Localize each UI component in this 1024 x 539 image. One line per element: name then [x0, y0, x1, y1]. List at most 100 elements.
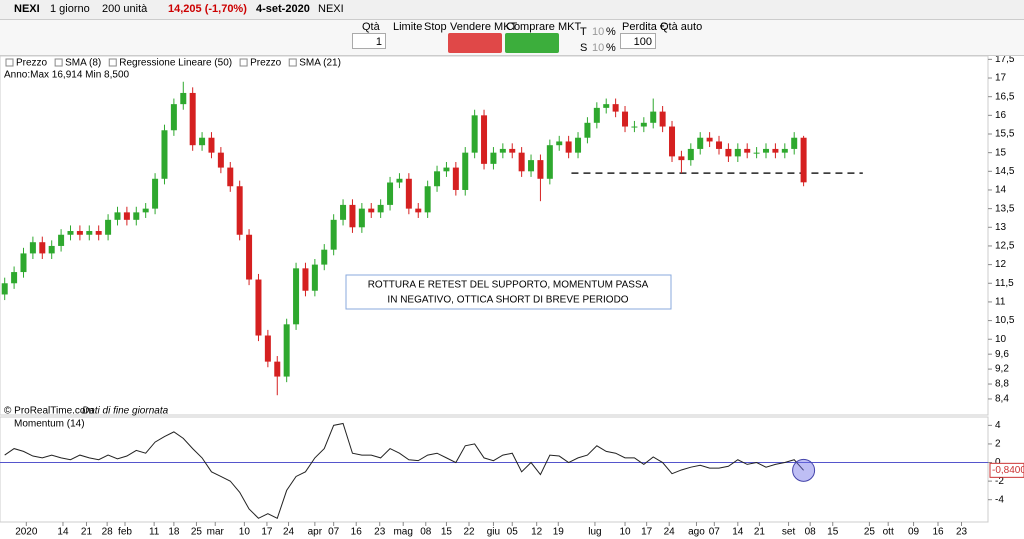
info: Anno:Max 16,914 Min 8,500	[4, 70, 130, 81]
candle-body	[199, 137, 206, 146]
candle-body	[678, 156, 685, 161]
candle-body	[161, 130, 168, 179]
x-tick-label: mar	[207, 527, 225, 538]
candle-body	[11, 272, 18, 284]
stop[interactable]: Stop	[424, 21, 447, 33]
candle-body	[67, 231, 74, 235]
x-tick-label: set	[782, 527, 796, 538]
name: NEXI	[318, 3, 344, 15]
candle-body	[283, 324, 290, 377]
y-tick-label: 9,2	[995, 364, 1009, 375]
symbol[interactable]: NEXI	[14, 3, 40, 15]
t-label: T	[580, 26, 587, 38]
candle-body	[39, 242, 46, 254]
x-tick-label: 17	[641, 527, 653, 538]
x-tick-label: 10	[619, 527, 631, 538]
candle-body	[217, 152, 224, 168]
y-tick-label: 16	[995, 110, 1007, 121]
candle-body	[725, 148, 732, 157]
t-value[interactable]: 10	[592, 26, 605, 38]
candle-body	[443, 167, 450, 172]
x-tick-label: 19	[553, 527, 565, 538]
candle-body	[593, 107, 600, 123]
y-tick-label: 11,5	[995, 278, 1014, 289]
y-tick-label: 14	[995, 185, 1007, 196]
y-tick-label: 12,5	[995, 241, 1015, 252]
sell-button[interactable]	[448, 33, 502, 53]
candle-body	[321, 249, 328, 265]
legend-box	[5, 58, 14, 67]
candle-body	[509, 148, 516, 153]
x-tick-label: 18	[168, 527, 180, 538]
units[interactable]: 200 unità	[102, 3, 148, 15]
candle-body	[20, 253, 27, 273]
y-tick-label: 11	[995, 297, 1006, 308]
qty-input[interactable]: 1	[352, 33, 386, 49]
candle-body	[255, 279, 262, 336]
candle-body	[640, 122, 647, 127]
momentum-line	[4, 422, 804, 519]
y-tick-label: 17,5	[995, 56, 1015, 65]
buy-label: Comprare MKT	[506, 21, 582, 33]
momentum-title: Momentum (14)	[14, 419, 85, 430]
y-tick-label: 4	[995, 420, 1001, 431]
credit-note: Dati di fine giornata	[82, 406, 169, 417]
last-box	[989, 462, 1024, 478]
x-tick-label: 16	[932, 527, 944, 538]
candle-body	[481, 115, 488, 164]
x-tick-label: 28	[102, 527, 114, 538]
candle-body	[753, 152, 760, 154]
y-tick-label: 13	[995, 222, 1007, 233]
x-tick-label: 15	[441, 527, 453, 538]
legend-box	[108, 58, 117, 67]
candle-body	[377, 204, 384, 213]
candle-body	[105, 219, 112, 235]
y-tick-label: 15,5	[995, 129, 1015, 140]
toolbar: NEXI 1 giorno 200 unità 14,205 (-1,70%) …	[0, 0, 1024, 20]
x-tick-label: 22	[463, 527, 475, 538]
x-tick-label: 05	[507, 527, 519, 538]
candle-body	[133, 212, 140, 220]
x-tick-label: feb	[118, 527, 132, 538]
x-tick-label: 25	[191, 527, 203, 538]
auto-qty[interactable]: Qtà auto	[660, 21, 703, 33]
y-tick-label: 8,8	[995, 379, 1009, 390]
order-panel: Qtà 1 Limite Stop Vendere MKT Comprare M…	[0, 20, 1024, 56]
x-tick-label: 12	[531, 527, 543, 538]
x-tick-label: apr	[308, 527, 323, 538]
price-panel	[0, 56, 989, 416]
candle-body	[142, 208, 149, 213]
candle-body	[716, 141, 723, 149]
x-tick-label: 07	[709, 527, 721, 538]
x-tick-label: 08	[805, 527, 817, 538]
y-tick-label: 2	[995, 439, 1001, 450]
x-tick-label: 09	[908, 527, 920, 538]
x-tick-label: 21	[81, 527, 93, 538]
candle-body	[405, 178, 412, 209]
x-tick-label: 25	[864, 527, 876, 538]
candle-body	[471, 115, 478, 153]
candle-body	[706, 137, 713, 142]
y-tick-label: 17	[995, 73, 1007, 84]
legend-box	[239, 58, 248, 67]
x-tick-label: 23	[956, 527, 968, 538]
candle-body	[528, 160, 535, 172]
loss-input[interactable]: 100	[620, 33, 656, 49]
candle-body	[650, 111, 657, 123]
buy-button[interactable]	[505, 33, 559, 53]
x-tick-label: 10	[239, 527, 251, 538]
candle-body	[734, 148, 741, 157]
candle-body	[499, 148, 506, 153]
momentum-panel	[0, 416, 989, 523]
x-tick-label: 14	[57, 527, 69, 538]
date: 4-set-2020	[256, 3, 310, 15]
candle-body	[246, 234, 253, 280]
s-label: S	[580, 42, 588, 54]
limit[interactable]: Limite	[393, 21, 423, 33]
x-tick-label: 08	[420, 527, 432, 538]
s-value[interactable]: 10	[592, 42, 605, 54]
period[interactable]: 1 giorno	[50, 3, 90, 15]
x-tick-label: ott	[883, 527, 894, 538]
candle-body	[575, 137, 582, 153]
